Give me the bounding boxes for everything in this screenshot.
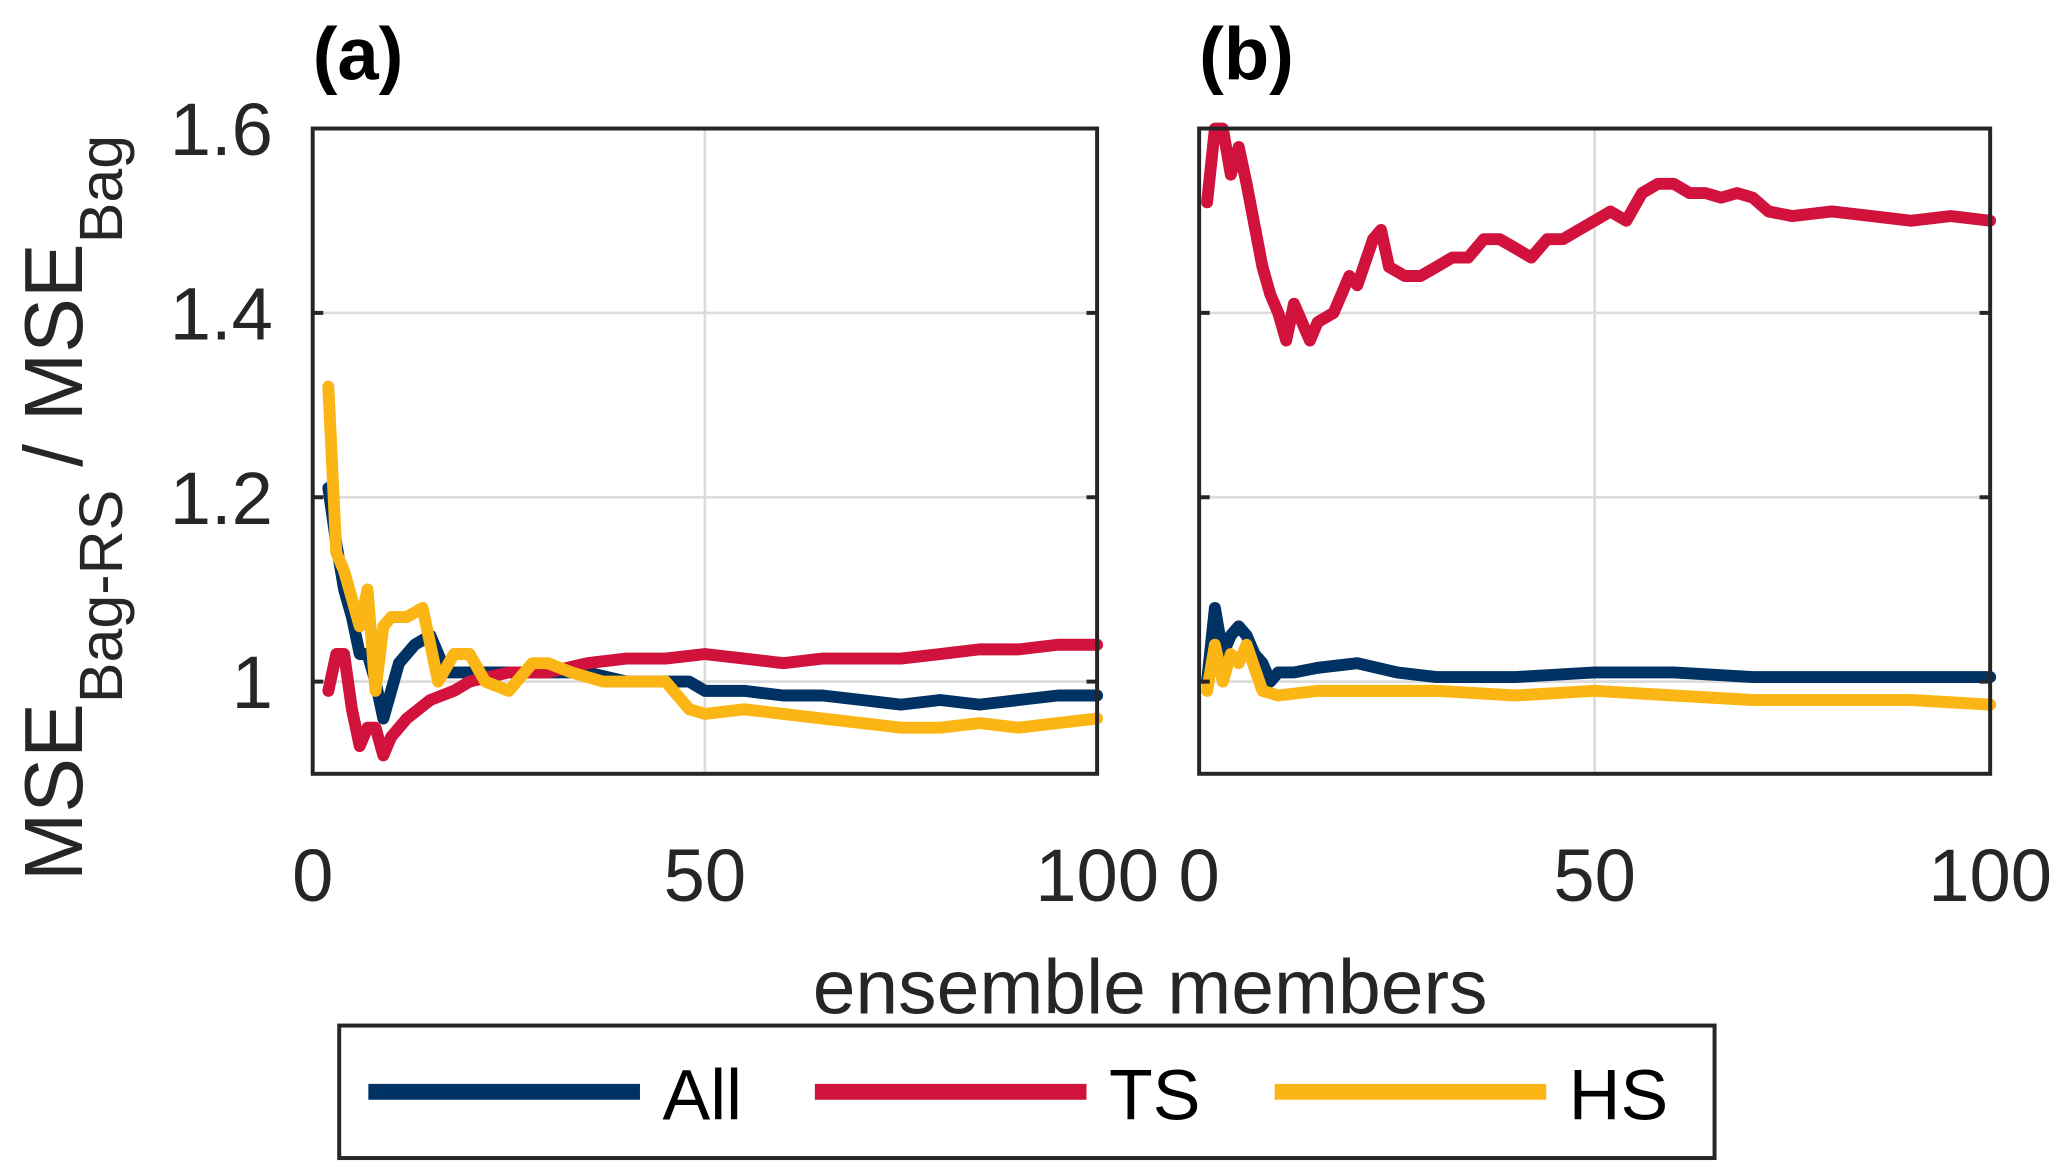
axes-box [310,126,1100,776]
panel-label-a: (a) [313,12,404,95]
y-tick-label: 1 [232,641,273,724]
series-line-hs [322,380,1104,734]
x-tick-label: 100 [1035,834,1159,917]
x-tick-label: 100 [1928,834,2052,917]
x-tick-label: 50 [664,834,747,917]
y-tick-label: 1.4 [170,272,273,355]
plot-lines [322,122,1997,762]
series-line-all [1201,601,1997,688]
y-axis-label: MSEBag-RS / MSEBag [9,135,135,881]
series-line-ts [1201,122,1997,347]
x-tick-label: 50 [1553,834,1636,917]
x-tick-label: 0 [292,834,333,917]
x-axis-label: ensemble members [813,945,1488,1031]
y-tick-label: 1.2 [170,457,273,540]
tick-labels: 0 50 100 1 1.2 1.4 1.6 0 50 100 [170,88,2052,917]
axes-frames [310,126,1993,776]
legend-label: TS [1109,1056,1200,1136]
panel-label-b: (b) [1199,12,1294,95]
x-tick-label: 0 [1178,834,1219,917]
series-line-hs [1201,638,1997,711]
legend-label: HS [1569,1056,1668,1136]
legend-label: All [662,1056,742,1136]
axes-box [1197,126,1993,776]
y-tick-label: 1.6 [170,88,273,171]
series-line-ts [322,638,1104,762]
legend: All TS HS [337,1023,1717,1161]
